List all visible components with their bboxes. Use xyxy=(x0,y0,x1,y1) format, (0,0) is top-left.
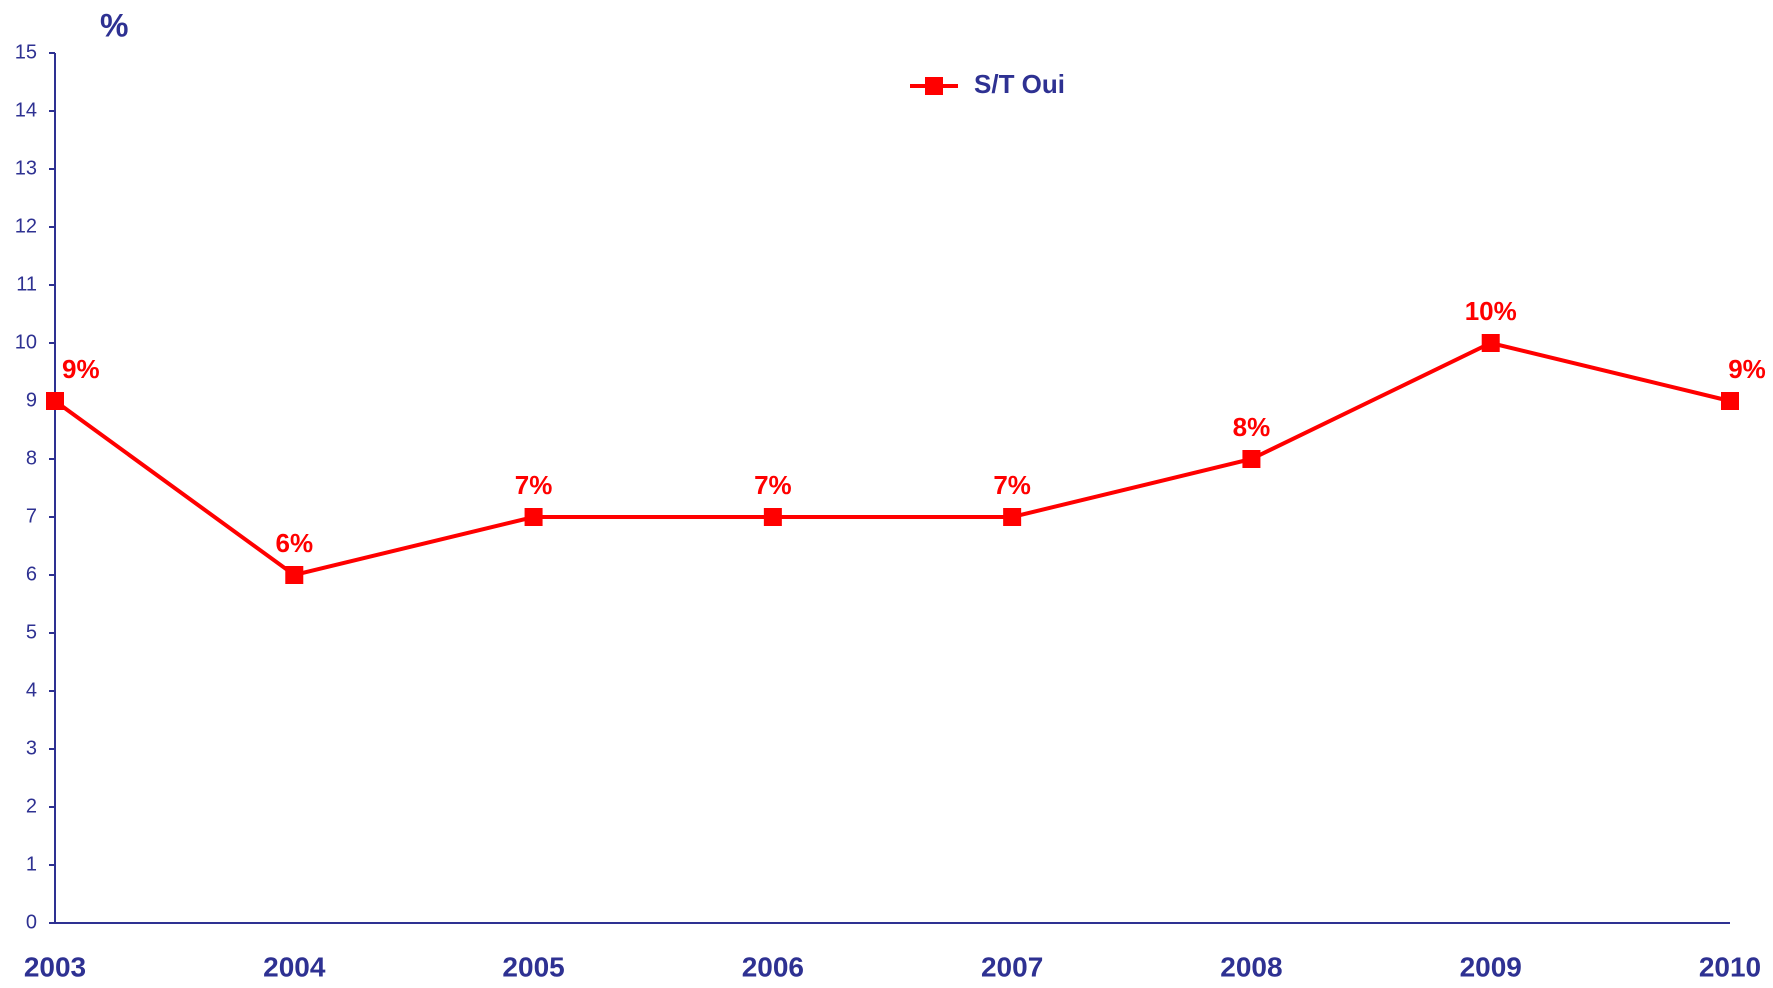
marker xyxy=(1003,508,1022,526)
data-label: 7% xyxy=(515,470,553,500)
y-tick-label: 10 xyxy=(15,331,37,353)
marker xyxy=(1481,334,1500,352)
data-label: 9% xyxy=(1728,354,1766,384)
data-label: 8% xyxy=(1233,412,1271,442)
y-tick-label: 4 xyxy=(26,679,37,701)
y-tick-label: 2 xyxy=(26,795,37,817)
marker xyxy=(1242,450,1261,468)
data-label: 10% xyxy=(1465,296,1517,326)
legend-label: S/T Oui xyxy=(974,69,1065,99)
data-label: 9% xyxy=(62,354,100,384)
y-tick-label: 6 xyxy=(26,563,37,585)
y-tick-label: 11 xyxy=(16,273,37,295)
marker xyxy=(46,392,64,410)
x-tick-label: 2007 xyxy=(981,951,1043,982)
y-tick-label: 15 xyxy=(15,41,37,63)
y-tick-label: 5 xyxy=(26,621,37,643)
x-tick-label: 2004 xyxy=(263,951,326,982)
marker xyxy=(285,566,304,584)
y-tick-label: 13 xyxy=(15,157,37,179)
y-tick-label: 12 xyxy=(15,215,37,237)
data-label: 6% xyxy=(275,528,313,558)
y-tick-label: 1 xyxy=(26,853,37,875)
data-label: 7% xyxy=(993,470,1031,500)
legend-marker xyxy=(925,77,943,95)
x-tick-label: 2005 xyxy=(502,951,564,982)
x-tick-label: 2010 xyxy=(1699,951,1761,982)
y-axis-label: % xyxy=(100,7,128,43)
marker xyxy=(1721,392,1739,410)
x-tick-label: 2008 xyxy=(1220,951,1282,982)
y-tick-label: 8 xyxy=(26,447,37,469)
y-tick-label: 0 xyxy=(26,911,37,933)
y-tick-label: 14 xyxy=(15,99,37,121)
y-tick-label: 7 xyxy=(26,505,37,527)
x-tick-label: 2006 xyxy=(742,951,804,982)
y-tick-label: 3 xyxy=(26,737,37,759)
x-tick-label: 2009 xyxy=(1460,951,1522,982)
x-tick-label: 2003 xyxy=(24,951,86,982)
marker xyxy=(524,508,543,526)
y-tick-label: 9 xyxy=(26,389,37,411)
series-line xyxy=(53,340,1731,578)
data-label: 7% xyxy=(754,470,792,500)
marker xyxy=(763,508,782,526)
